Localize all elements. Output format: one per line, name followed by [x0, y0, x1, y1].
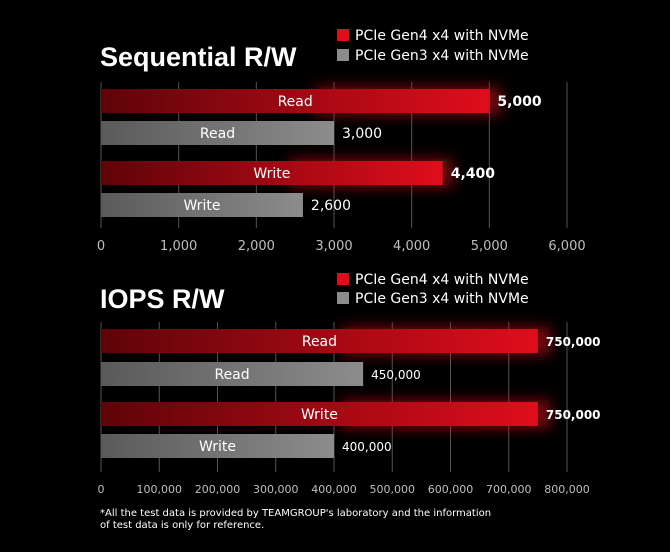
bar-value-label: 450,000: [371, 368, 421, 382]
footnote: *All the test data is provided by TEAMGR…: [100, 508, 492, 531]
bar-read-gen3: [101, 362, 364, 386]
bar-label: Write: [199, 439, 236, 455]
bar-value-label: 400,000: [342, 440, 392, 454]
x-tick-label: 0: [97, 239, 105, 254]
x-tick-label: 700,000: [486, 483, 532, 496]
x-tick-label: 600,000: [428, 483, 474, 496]
bar-write-gen3: [101, 434, 334, 458]
bar-value-label: 750,000: [546, 408, 601, 422]
bar-value-label: 3,000: [342, 126, 382, 142]
bar-value-label: 5,000: [497, 94, 542, 110]
legend-swatch-gen3: [337, 292, 349, 304]
chart-title: Sequential R/W: [100, 42, 297, 72]
bar-value-label: 750,000: [546, 335, 601, 349]
x-tick-label: 1,000: [160, 239, 197, 254]
legend-label-gen3: PCIe Gen3 x4 with NVMe: [355, 291, 529, 307]
bar-value-label: 4,400: [451, 166, 496, 182]
bar-label: Write: [253, 166, 290, 182]
x-tick-label: 400,000: [311, 483, 357, 496]
legend-label-gen3: PCIe Gen3 x4 with NVMe: [355, 48, 529, 64]
bar-label: Write: [183, 198, 220, 214]
bar-write-gen4: [101, 161, 443, 185]
x-tick-label: 6,000: [548, 239, 585, 254]
bar-label: Read: [200, 126, 235, 142]
bar-label: Read: [278, 94, 313, 110]
bar-write-gen3: [101, 193, 303, 217]
chart-title: IOPS R/W: [100, 284, 225, 314]
legend-swatch-gen3: [337, 49, 349, 61]
iops-rw-chart: IOPS R/W PCIe Gen4 x4 with NVMe PCIe Gen3 …: [98, 272, 601, 496]
x-tick-label: 2,000: [238, 239, 275, 254]
bar-read-gen4: [101, 329, 538, 353]
x-tick-label: 300,000: [253, 483, 299, 496]
x-tick-label: 3,000: [315, 239, 352, 254]
bar-label: Write: [301, 407, 338, 423]
bar-read-gen3: [101, 121, 334, 145]
x-tick-label: 100,000: [137, 483, 183, 496]
x-tick-label: 500,000: [370, 483, 416, 496]
x-tick-label: 0: [98, 483, 105, 496]
legend-label-gen4: PCIe Gen4 x4 with NVMe: [355, 272, 529, 288]
legend-swatch-gen4: [337, 273, 349, 285]
x-tick-label: 200,000: [195, 483, 241, 496]
bar-label: Read: [214, 367, 249, 383]
bar-read-gen4: [101, 89, 490, 113]
legend-label-gen4: PCIe Gen4 x4 with NVMe: [355, 28, 529, 44]
bar-write-gen4: [101, 402, 538, 426]
bar-value-label: 2,600: [311, 198, 351, 214]
x-tick-label: 4,000: [393, 239, 430, 254]
x-tick-label: 5,000: [471, 239, 508, 254]
legend-swatch-gen4: [337, 29, 349, 41]
bar-label: Read: [302, 334, 337, 350]
x-tick-label: 800,000: [544, 483, 590, 496]
sequential-rw-chart: Sequential R/W PCIe Gen4 x4 with NVMe PCIe…: [97, 28, 586, 254]
